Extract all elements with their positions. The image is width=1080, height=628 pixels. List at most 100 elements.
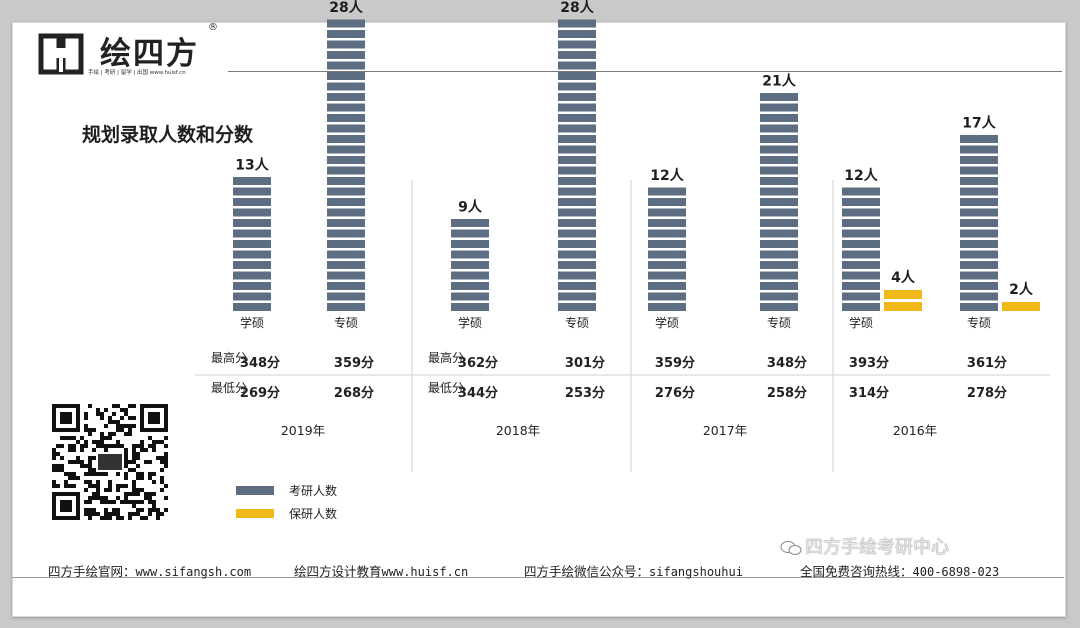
qr-code[interactable]: [52, 404, 168, 520]
bar-kaoyan-0-1: [327, 250, 365, 259]
qr-module: [84, 416, 88, 420]
bar-kaoyan-3-1: [960, 177, 998, 185]
qr-module: [140, 508, 144, 512]
qr-module: [136, 472, 140, 476]
year-label: 2017年: [703, 423, 747, 438]
qr-module: [96, 444, 100, 448]
bar-kaoyan-0-1: [327, 208, 365, 217]
bar-kaoyan-2-0: [648, 198, 686, 206]
qr-module: [96, 488, 100, 492]
category-label: 专硕: [767, 315, 791, 330]
bar-label-kaoyan: 13人: [235, 157, 269, 174]
footer-site-link[interactable]: www.sifangsh.com: [135, 565, 252, 579]
qr-module: [128, 512, 132, 516]
qr-module: [112, 512, 116, 516]
bar-kaoyan-3-1: [960, 229, 998, 238]
qr-module: [116, 484, 120, 488]
qr-module: [60, 436, 64, 440]
bar-kaoyan-1-1: [558, 282, 596, 290]
qr-module: [104, 500, 108, 504]
watermark: 四方手绘考研中心: [805, 537, 949, 558]
qr-module: [92, 496, 96, 500]
footer-hotline: 全国免费咨询热线：400-6898-023: [800, 561, 999, 580]
bar-kaoyan-1-0: [451, 292, 489, 301]
qr-module: [116, 404, 120, 408]
qr-module: [92, 492, 96, 496]
qr-module: [52, 480, 56, 484]
bar-kaoyan-2-1: [760, 177, 798, 185]
qr-module: [132, 404, 136, 408]
qr-module: [132, 488, 136, 492]
qr-module: [124, 460, 128, 464]
qr-module: [104, 408, 108, 412]
qr-module: [100, 444, 104, 448]
qr-module: [132, 480, 136, 484]
bar-kaoyan-2-1: [760, 261, 798, 269]
qr-module: [68, 448, 72, 452]
bar-kaoyan-2-0: [648, 282, 686, 290]
qr-module: [124, 476, 128, 480]
bar-kaoyan-0-0: [233, 292, 271, 301]
bar-kaoyan-0-1: [327, 19, 365, 28]
qr-module: [144, 496, 148, 500]
qr-module: [84, 512, 88, 516]
min-score: 253分: [565, 385, 605, 401]
qr-module: [120, 500, 124, 504]
qr-module: [108, 516, 112, 520]
qr-module: [156, 512, 160, 516]
bar-kaoyan-1-1: [558, 103, 596, 112]
bar-kaoyan-0-1: [327, 135, 365, 143]
qr-module: [128, 492, 132, 496]
qr-module: [88, 456, 92, 460]
bar-kaoyan-0-0: [233, 198, 271, 206]
qr-module: [132, 416, 136, 420]
category-label: 专硕: [334, 315, 358, 330]
qr-module: [60, 456, 64, 460]
qr-module: [56, 468, 60, 472]
footer-hotline-number[interactable]: 400-6898-023: [912, 565, 1000, 579]
qr-module: [160, 476, 164, 480]
row-label-max-2018: 最高分: [428, 350, 464, 365]
bar-kaoyan-1-0: [451, 240, 489, 248]
footer-edu-link[interactable]: www.huisf.cn: [381, 565, 469, 579]
qr-finder: [148, 412, 160, 424]
qr-module: [68, 484, 72, 488]
qr-module: [140, 476, 144, 480]
row-label-min-2019: 最低分: [211, 381, 247, 395]
footer-site: 四方手绘官网：www.sifangsh.com: [48, 561, 251, 580]
bar-label-kaoyan: 12人: [650, 167, 684, 184]
min-score: 258分: [767, 385, 807, 401]
qr-module: [52, 448, 56, 452]
bar-kaoyan-3-0: [842, 198, 880, 206]
qr-module: [128, 424, 132, 428]
qr-module: [152, 500, 156, 504]
bar-kaoyan-2-1: [760, 156, 798, 164]
min-score: 268分: [334, 385, 374, 401]
bar-kaoyan-0-0: [233, 240, 271, 248]
qr-module: [112, 404, 116, 408]
bar-label-kaoyan: 17人: [962, 115, 996, 132]
bar-kaoyan-2-1: [760, 198, 798, 206]
bar-kaoyan-1-1: [558, 51, 596, 59]
qr-module: [108, 444, 112, 448]
bar-kaoyan-1-1: [558, 19, 596, 28]
qr-module: [96, 492, 100, 496]
qr-module: [104, 496, 108, 500]
bar-kaoyan-0-0: [233, 250, 271, 259]
bar-kaoyan-1-1: [558, 219, 596, 227]
qr-module: [88, 464, 92, 468]
bar-kaoyan-3-0: [842, 229, 880, 238]
bar-kaoyan-0-0: [233, 271, 271, 280]
qr-module: [88, 460, 92, 464]
bar-kaoyan-1-1: [558, 40, 596, 49]
qr-module: [160, 440, 164, 444]
qr-module: [108, 484, 112, 488]
qr-module: [84, 428, 88, 432]
bar-kaoyan-0-1: [327, 114, 365, 122]
qr-module: [92, 468, 96, 472]
qr-module: [132, 484, 136, 488]
qr-module: [84, 464, 88, 468]
qr-module: [128, 460, 132, 464]
qr-module: [104, 512, 108, 516]
qr-module: [140, 500, 144, 504]
